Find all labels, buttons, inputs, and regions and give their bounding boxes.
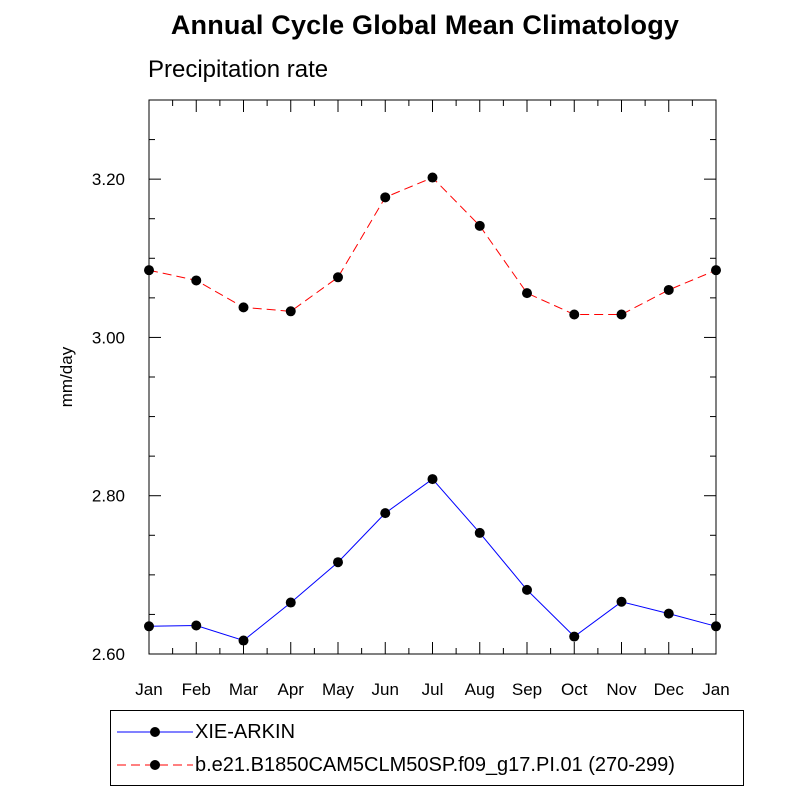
data-point — [144, 621, 154, 632]
legend: XIE-ARKIN b.e21.B1850CAM5CLM50SP.f09_g17… — [110, 710, 744, 786]
legend-item-1: b.e21.B1850CAM5CLM50SP.f09_g17.PI.01 (27… — [111, 748, 743, 782]
data-point — [285, 597, 296, 608]
data-point — [474, 527, 485, 538]
data-point — [569, 631, 580, 642]
x-tick-label: Feb — [182, 680, 211, 699]
chart-subtitle: Precipitation rate — [148, 56, 329, 83]
data-point — [427, 172, 438, 183]
x-tick-label: Aug — [465, 680, 495, 699]
data-point — [333, 557, 343, 568]
legend-swatch-0 — [117, 727, 193, 737]
plot-area: Jan Feb Mar Apr May Jun Jul Aug Sep Oct Nov Dec Jan 2… — [57, 99, 730, 699]
x-tick-label: Jun — [372, 680, 399, 699]
x-tick-label: Jan — [702, 680, 729, 699]
data-point — [380, 192, 391, 203]
data-point — [663, 608, 674, 619]
data-point — [191, 620, 202, 631]
data-point — [285, 306, 296, 317]
data-point — [616, 596, 627, 607]
data-point — [711, 621, 721, 632]
data-point — [380, 508, 391, 519]
data-point — [427, 474, 438, 485]
data-point — [144, 265, 154, 276]
data-point — [238, 635, 249, 646]
x-tick-label: May — [322, 680, 355, 699]
data-point — [474, 220, 485, 231]
x-tick-label: Apr — [278, 680, 305, 699]
legend-item-0: XIE-ARKIN — [111, 715, 743, 749]
y-tick-label: 3.00 — [92, 328, 125, 347]
y-axis-label: mm/day — [57, 346, 76, 407]
data-point — [616, 309, 627, 320]
data-point — [191, 275, 202, 286]
y-tick-label: 2.60 — [92, 645, 125, 664]
y-tick-label: 3.20 — [92, 170, 125, 189]
x-tick-label: Dec — [654, 680, 685, 699]
data-point — [569, 309, 580, 320]
plot-frame — [148, 99, 717, 655]
y-tick-label: 2.80 — [92, 487, 125, 506]
data-point — [663, 284, 674, 295]
data-point — [333, 272, 343, 283]
legend-label-1: b.e21.B1850CAM5CLM50SP.f09_g17.PI.01 (27… — [195, 754, 675, 776]
data-point — [711, 265, 721, 276]
legend-label-0: XIE-ARKIN — [195, 721, 296, 743]
x-tick-label: Jul — [422, 680, 444, 699]
series-line-1 — [148, 177, 717, 315]
x-tick-label: Mar — [229, 680, 259, 699]
series-line-0 — [148, 478, 717, 642]
legend-swatch-1 — [117, 760, 193, 770]
data-point — [522, 288, 532, 299]
x-tick-label: Oct — [561, 680, 588, 699]
chart-title: Annual Cycle Global Mean Climatology — [170, 10, 680, 40]
x-tick-label: Jan — [135, 680, 162, 699]
x-tick-label: Nov — [606, 680, 637, 699]
data-point — [238, 302, 249, 313]
x-tick-label: Sep — [512, 680, 542, 699]
data-point — [522, 584, 532, 595]
